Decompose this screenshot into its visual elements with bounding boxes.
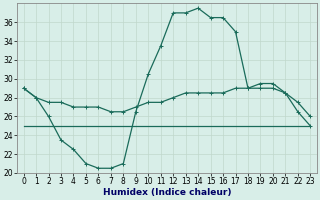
X-axis label: Humidex (Indice chaleur): Humidex (Indice chaleur): [103, 188, 231, 197]
